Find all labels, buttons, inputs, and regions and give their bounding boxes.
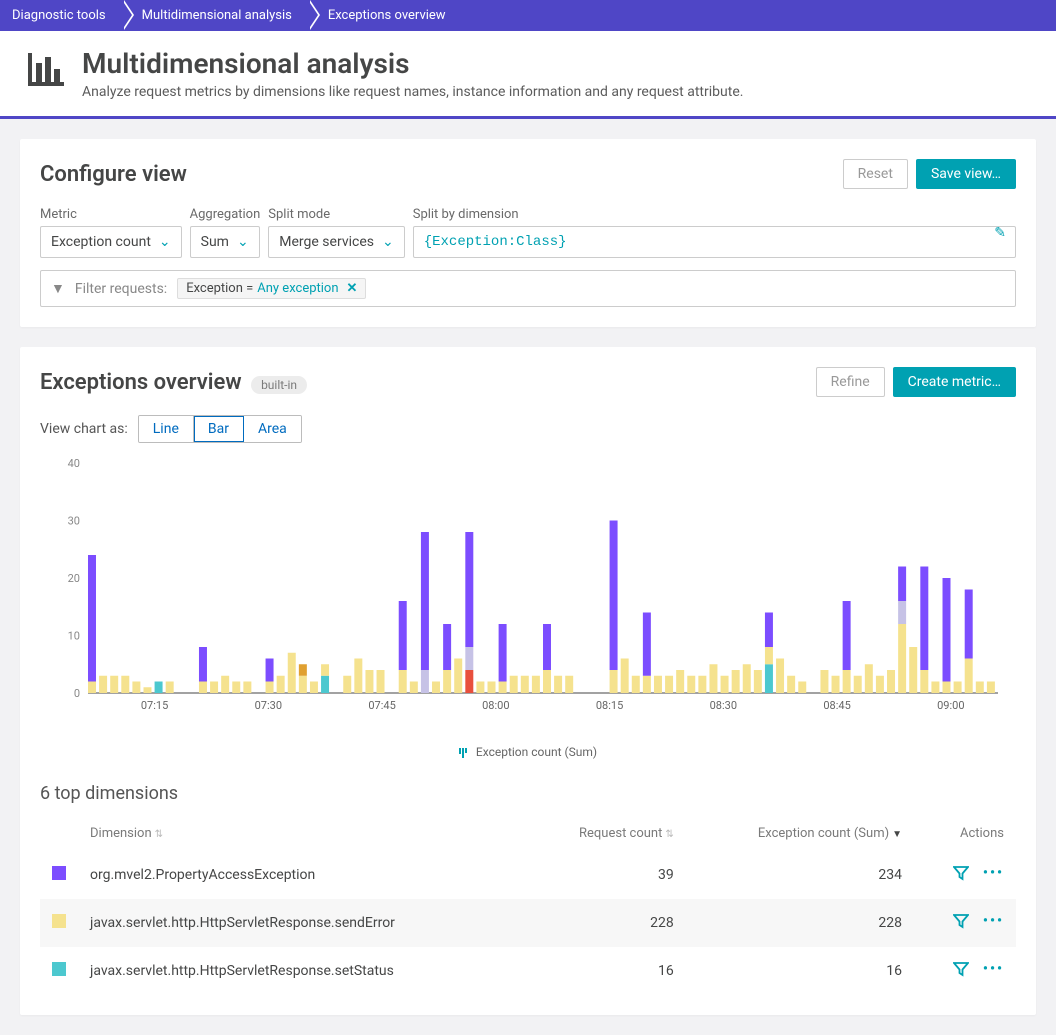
th-request-count[interactable]: Request count⇅ bbox=[525, 816, 686, 851]
filter-icon[interactable] bbox=[953, 961, 969, 981]
breadcrumb-item[interactable]: Diagnostic tools bbox=[0, 0, 122, 31]
svg-text:07:45: 07:45 bbox=[368, 699, 395, 712]
aggregation-value: Sum bbox=[201, 234, 229, 250]
filter-prefix: Filter requests: bbox=[75, 281, 167, 297]
splitdim-input[interactable]: {Exception:Class} bbox=[413, 226, 1016, 258]
filter-icon[interactable] bbox=[953, 913, 969, 933]
chevron-down-icon: ⌄ bbox=[237, 234, 249, 250]
svg-text:09:00: 09:00 bbox=[937, 699, 964, 712]
cell-exception-count: 234 bbox=[686, 851, 914, 899]
svg-text:08:45: 08:45 bbox=[823, 699, 850, 712]
page-subtitle: Analyze request metrics by dimensions li… bbox=[82, 84, 743, 100]
more-icon[interactable]: ••• bbox=[983, 961, 1004, 981]
th-dimension[interactable]: Dimension⇅ bbox=[78, 816, 525, 851]
overview-card: Exceptions overview built-in Refine Crea… bbox=[20, 347, 1036, 1015]
filter-chip: Exception = Any exception ✕ bbox=[177, 278, 366, 299]
aggregation-label: Aggregation bbox=[190, 207, 261, 222]
table-row[interactable]: org.mvel2.PropertyAccessException 39 234… bbox=[40, 851, 1016, 899]
sort-icon: ⇅ bbox=[155, 829, 163, 840]
table-row[interactable]: javax.servlet.http.HttpServletResponse.s… bbox=[40, 947, 1016, 995]
filter-chip-key: Exception = bbox=[186, 281, 253, 296]
svg-text:0: 0 bbox=[74, 687, 80, 700]
sort-icon: ⇅ bbox=[665, 829, 673, 840]
seg-line[interactable]: Line bbox=[139, 416, 194, 442]
chart-type-segmented: Line Bar Area bbox=[138, 415, 302, 443]
breadcrumb-item[interactable]: Exceptions overview bbox=[308, 0, 462, 31]
page-header: Multidimensional analysis Analyze reques… bbox=[0, 31, 1056, 119]
th-exception-count[interactable]: Exception count (Sum)▼ bbox=[686, 816, 914, 851]
pencil-icon[interactable]: ✎ bbox=[994, 225, 1006, 241]
seg-bar[interactable]: Bar bbox=[194, 416, 244, 442]
metric-label: Metric bbox=[40, 207, 182, 222]
splitmode-select[interactable]: Merge services ⌄ bbox=[268, 226, 404, 258]
create-metric-button[interactable]: Create metric… bbox=[893, 367, 1016, 397]
cell-request-count: 228 bbox=[525, 899, 686, 947]
series-swatch bbox=[52, 962, 66, 976]
chevron-down-icon: ⌄ bbox=[159, 234, 171, 250]
svg-text:30: 30 bbox=[68, 515, 80, 528]
cell-exception-count: 228 bbox=[686, 899, 914, 947]
refine-button[interactable]: Refine bbox=[816, 367, 885, 397]
svg-text:07:30: 07:30 bbox=[255, 699, 282, 712]
seg-area[interactable]: Area bbox=[244, 416, 301, 442]
filter-chip-value: Any exception bbox=[257, 281, 338, 296]
breadcrumb: Diagnostic tools Multidimensional analys… bbox=[0, 0, 1056, 31]
metric-select[interactable]: Exception count ⌄ bbox=[40, 226, 182, 258]
cell-exception-count: 16 bbox=[686, 947, 914, 995]
legend-bars-icon bbox=[459, 748, 467, 758]
more-icon[interactable]: ••• bbox=[983, 913, 1004, 933]
table-row[interactable]: javax.servlet.http.HttpServletResponse.s… bbox=[40, 899, 1016, 947]
exceptions-chart: 0 10 20 30 40 07:15 07:30 07:45 08:00 08:15 08:30 0… bbox=[40, 453, 1016, 759]
legend-text: Exception count (Sum) bbox=[476, 745, 597, 759]
remove-filter-icon[interactable]: ✕ bbox=[347, 281, 358, 296]
configure-title: Configure view bbox=[40, 162, 187, 187]
filter-icon[interactable] bbox=[953, 865, 969, 885]
splitdim-label: Split by dimension bbox=[413, 207, 1016, 222]
svg-text:10: 10 bbox=[68, 630, 80, 643]
dimensions-table: Dimension⇅ Request count⇅ Exception coun… bbox=[40, 816, 1016, 995]
cell-dimension: javax.servlet.http.HttpServletResponse.s… bbox=[78, 947, 525, 995]
breadcrumb-item[interactable]: Multidimensional analysis bbox=[122, 0, 308, 31]
chart-legend: Exception count (Sum) bbox=[40, 745, 1016, 759]
cell-dimension: javax.servlet.http.HttpServletResponse.s… bbox=[78, 899, 525, 947]
metric-value: Exception count bbox=[51, 234, 151, 250]
series-swatch bbox=[52, 866, 66, 880]
th-actions: Actions bbox=[914, 816, 1016, 851]
top-dimensions-heading: 6 top dimensions bbox=[40, 783, 1016, 804]
filter-bar[interactable]: ▼ Filter requests: Exception = Any excep… bbox=[40, 270, 1016, 307]
analysis-icon bbox=[24, 47, 66, 93]
more-icon[interactable]: ••• bbox=[983, 865, 1004, 885]
configure-card: Configure view Reset Save view… Metric E… bbox=[20, 139, 1036, 327]
view-as-label: View chart as: bbox=[40, 421, 128, 437]
cell-request-count: 16 bbox=[525, 947, 686, 995]
svg-text:08:15: 08:15 bbox=[596, 699, 623, 712]
series-swatch bbox=[52, 914, 66, 928]
builtin-badge: built-in bbox=[251, 376, 307, 394]
svg-text:40: 40 bbox=[68, 457, 80, 470]
svg-text:08:00: 08:00 bbox=[482, 699, 509, 712]
splitmode-value: Merge services bbox=[279, 234, 374, 250]
cell-dimension: org.mvel2.PropertyAccessException bbox=[78, 851, 525, 899]
aggregation-select[interactable]: Sum ⌄ bbox=[190, 226, 261, 258]
save-view-button[interactable]: Save view… bbox=[916, 159, 1016, 189]
sort-desc-icon: ▼ bbox=[892, 829, 902, 840]
svg-text:08:30: 08:30 bbox=[710, 699, 737, 712]
overview-title: Exceptions overview bbox=[40, 370, 242, 395]
chevron-down-icon: ⌄ bbox=[382, 234, 394, 250]
svg-text:07:15: 07:15 bbox=[141, 699, 168, 712]
page-title: Multidimensional analysis bbox=[82, 47, 743, 80]
splitmode-label: Split mode bbox=[268, 207, 404, 222]
reset-button[interactable]: Reset bbox=[843, 159, 908, 189]
cell-request-count: 39 bbox=[525, 851, 686, 899]
svg-text:20: 20 bbox=[68, 572, 80, 585]
filter-icon: ▼ bbox=[51, 280, 65, 297]
